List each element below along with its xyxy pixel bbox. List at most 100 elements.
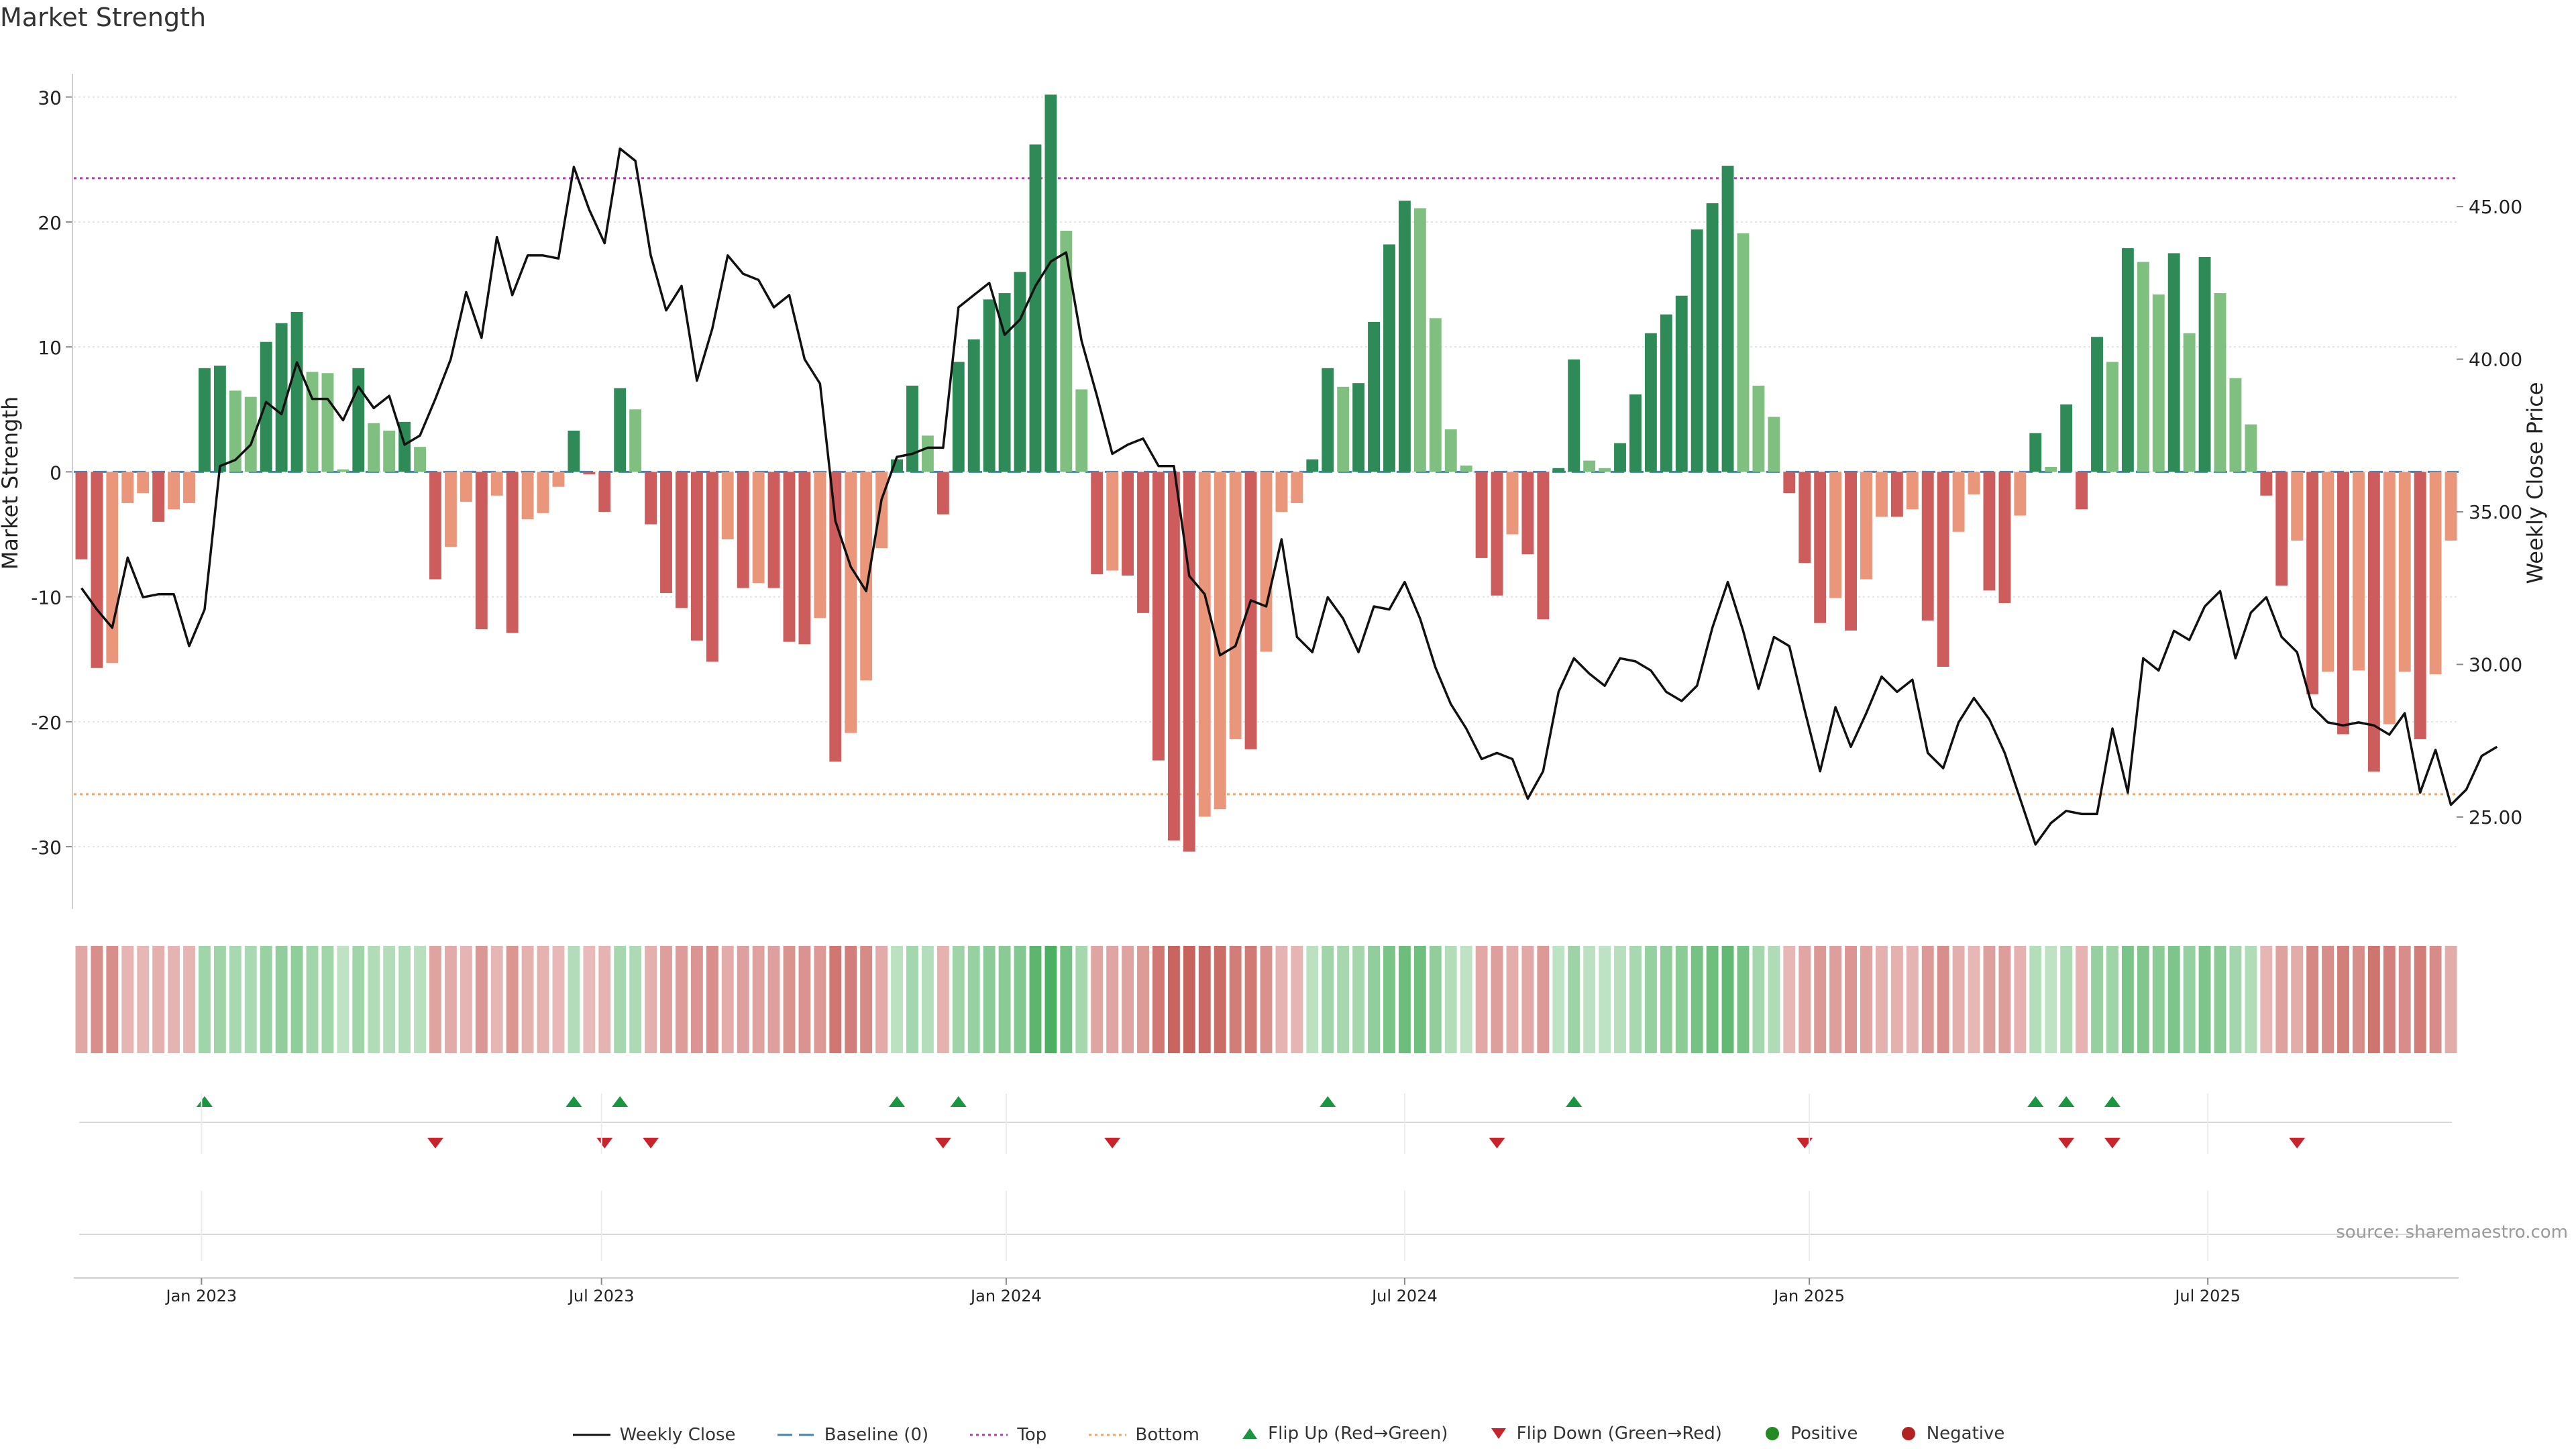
strength-bar [1014, 272, 1026, 472]
strength-bar [2229, 378, 2242, 472]
strength-bar [2106, 362, 2118, 472]
heatmap-cell [1737, 946, 1750, 1053]
heatmap-cell [614, 946, 627, 1053]
heatmap-cell [1260, 946, 1273, 1053]
heatmap-cell [2014, 946, 2027, 1053]
legend-label: Bottom [1135, 1425, 1199, 1445]
strength-bar [936, 472, 949, 515]
strength-bar [490, 472, 503, 496]
strength-bar [2383, 472, 2396, 724]
strength-bar [1599, 468, 1611, 472]
flip-up-marker [566, 1096, 582, 1107]
strength-bar [2245, 424, 2257, 472]
heatmap-cell [891, 946, 903, 1053]
strength-bar [121, 472, 134, 503]
flip-down-marker [1489, 1138, 1505, 1148]
heatmap-cell [629, 946, 642, 1053]
strength-bar [552, 472, 565, 487]
legend-label: Top [1017, 1425, 1047, 1445]
heatmap-cell [737, 946, 749, 1053]
flip-down-marker [2289, 1138, 2306, 1148]
legend-label: Baseline (0) [824, 1425, 929, 1445]
heatmap-cell [1937, 946, 1949, 1053]
strength-bar [583, 472, 596, 475]
x-tick-label: Jan 2023 [165, 1287, 237, 1305]
heatmap-cell [1198, 946, 1211, 1053]
heatmap-cell [2414, 946, 2426, 1053]
heatmap-cell [1998, 946, 2011, 1053]
strength-bar [168, 472, 180, 510]
heatmap-cell [2322, 946, 2334, 1053]
legend-item-flip-down: Flip Down (Green→Red) [1489, 1424, 1722, 1444]
heatmap-cell [860, 946, 873, 1053]
x-tick-label: Jul 2023 [568, 1287, 635, 1305]
heatmap-cell [1091, 946, 1104, 1053]
strength-bar [1291, 472, 1303, 503]
strength-bar [2352, 472, 2365, 671]
heatmap-cell [429, 946, 441, 1053]
heatmap-cell [798, 946, 811, 1053]
heatmap-cell [2398, 946, 2411, 1053]
strength-bar [1983, 472, 1996, 591]
strength-bar [1890, 472, 1903, 517]
heatmap-cell [1906, 946, 1919, 1053]
strength-bar [737, 472, 749, 588]
strength-bar [1322, 368, 1334, 472]
strength-bar [2260, 472, 2273, 496]
strength-bar [1968, 472, 1980, 494]
strength-bar [2275, 472, 2288, 586]
strength-bar [1721, 166, 1734, 472]
strength-bar [2198, 257, 2211, 472]
strength-bar [1921, 472, 1934, 621]
heatmap-cell [1291, 946, 1303, 1053]
positive-dot-icon [1766, 1427, 1780, 1440]
strength-bar [1860, 472, 1872, 580]
strength-bar [321, 373, 334, 472]
heatmap-cell [1229, 946, 1242, 1053]
flip-up-marker [2058, 1096, 2075, 1107]
heatmap-cell [1644, 946, 1657, 1053]
heatmap-cell [676, 946, 688, 1053]
heatmap-cell [121, 946, 134, 1053]
heatmap-cell [1537, 946, 1550, 1053]
strength-bar [1675, 295, 1688, 472]
strength-bar [690, 472, 703, 641]
heatmap-cell [2275, 946, 2288, 1053]
heatmap-cell [1322, 946, 1334, 1053]
heatmap-cell [91, 946, 103, 1053]
y-tick-label-left: -30 [31, 837, 62, 859]
strength-bar [352, 368, 365, 472]
heatmap-cell [1275, 946, 1288, 1053]
heatmap-cell [1660, 946, 1672, 1053]
heatmap-cell [598, 946, 611, 1053]
heatmap-cell [1690, 946, 1703, 1053]
flip-down-marker [427, 1138, 443, 1148]
heatmap-cell [1875, 946, 1888, 1053]
heatmap-cell [2167, 946, 2180, 1053]
flip-up-marker [2027, 1096, 2044, 1107]
strength-bar [1352, 383, 1365, 472]
heatmap-cell [137, 946, 150, 1053]
flip-markers-panel [79, 1096, 2452, 1148]
strength-bar [1952, 472, 1965, 532]
x-tick-label: Jul 2024 [1371, 1287, 1438, 1305]
heatmap-cell [1244, 946, 1257, 1053]
strength-bar [1998, 472, 2011, 603]
heatmap-cell [1337, 946, 1350, 1053]
heatmap-cell [1413, 946, 1426, 1053]
strength-bar [383, 430, 396, 472]
heatmap-cell [2152, 946, 2165, 1053]
strength-bar [1491, 472, 1503, 596]
y-tick-label-left: -10 [31, 587, 62, 609]
heatmap-cell [2060, 946, 2073, 1053]
strength-bar [2076, 472, 2088, 510]
strength-bar [1244, 472, 1257, 749]
heatmap-cell [690, 946, 703, 1053]
heatmap-cell [2291, 946, 2304, 1053]
heatmap-cell [906, 946, 918, 1053]
strength-bar [337, 469, 350, 472]
y-tick-label-right: 40.00 [2469, 348, 2522, 370]
flip-down-marker [1104, 1138, 1121, 1148]
heatmap-cell [1122, 946, 1134, 1053]
heatmap-cell [2091, 946, 2103, 1053]
